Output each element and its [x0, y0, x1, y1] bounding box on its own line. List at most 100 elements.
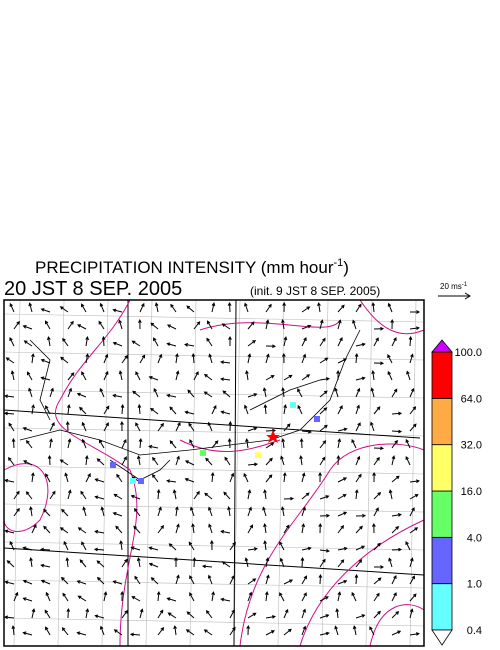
wind-vector	[99, 302, 105, 313]
wind-vector	[205, 457, 213, 466]
wind-vector	[59, 527, 69, 534]
wind-vector	[169, 406, 177, 415]
wind-vector	[131, 340, 141, 347]
wind-vector	[157, 609, 164, 619]
wind-vector	[352, 319, 357, 330]
wind-vector	[22, 631, 33, 636]
wind-vector	[96, 560, 105, 568]
wind-vector	[98, 439, 105, 449]
wind-vector	[40, 579, 51, 585]
wind-vector	[121, 558, 128, 568]
wind-vector	[409, 608, 414, 619]
wind-vector	[355, 559, 363, 568]
wind-vector	[130, 494, 141, 500]
wind-vector	[319, 440, 327, 449]
wind-vector	[409, 423, 417, 432]
wind-vector	[337, 405, 343, 415]
wind-vector	[60, 356, 69, 364]
wind-vector	[81, 438, 87, 449]
contour	[54, 299, 138, 647]
wind-vector	[187, 389, 195, 398]
coastline	[19, 329, 361, 481]
wind-vector	[371, 370, 375, 381]
wind-vector	[150, 577, 159, 585]
wind-vector	[279, 557, 285, 568]
wind-vector	[246, 624, 251, 636]
wind-vector	[76, 392, 87, 398]
wind-vector	[247, 427, 258, 432]
wind-vector	[112, 341, 123, 347]
wind-vector	[76, 580, 87, 585]
wind-vector	[65, 420, 70, 432]
wind-vector	[387, 354, 393, 364]
wind-vector	[280, 455, 285, 466]
wind-vector	[156, 590, 161, 602]
wind-vector	[283, 628, 292, 636]
wind-vector	[44, 320, 51, 330]
wind-vector	[373, 592, 380, 602]
wind-vector	[115, 525, 123, 534]
wind-vector	[192, 556, 197, 568]
wind-vector	[355, 387, 361, 398]
wind-vector	[247, 462, 259, 467]
wind-vector	[6, 560, 15, 568]
wind-vector	[355, 525, 363, 534]
wind-vector	[263, 403, 268, 415]
wind-vector	[283, 423, 291, 432]
wind-vector	[373, 542, 381, 551]
wind-vector	[391, 439, 398, 449]
wind-vector	[354, 489, 359, 500]
wind-vector	[391, 388, 398, 398]
colorbar-label: 4.0	[467, 532, 482, 544]
wind-vector	[337, 559, 345, 568]
wind-vector	[62, 337, 69, 347]
wind-vector	[220, 597, 231, 602]
wind-vector	[11, 437, 16, 449]
wind-vector	[279, 592, 285, 602]
wind-vector	[337, 304, 345, 313]
colorbar-segment	[431, 444, 453, 492]
wind-vector	[265, 303, 272, 313]
wind-vector	[166, 479, 177, 483]
wind-vector	[371, 522, 376, 534]
wind-vector	[247, 321, 255, 330]
wind-vector	[301, 306, 311, 313]
wind-vector	[133, 507, 141, 517]
init-time: (init. 9 JST 8 SEP. 2005)	[250, 284, 380, 298]
wind-vector	[13, 591, 19, 602]
wind-vector	[373, 577, 382, 585]
wind-vector	[9, 302, 15, 313]
precip-cell	[110, 462, 116, 468]
contour	[359, 299, 425, 335]
wind-vector	[229, 472, 235, 483]
wind-vector	[409, 632, 420, 636]
lat-line	[3, 351, 425, 361]
precip-cell	[255, 452, 261, 458]
wind-vector	[189, 592, 195, 602]
wind-vector	[372, 471, 376, 483]
wind-vector	[157, 524, 165, 534]
wind-vector	[301, 353, 307, 364]
wind-vector	[120, 403, 125, 415]
wind-vector	[335, 608, 340, 619]
wind-vector	[211, 591, 215, 602]
wind-vector	[319, 424, 328, 432]
lat-line	[3, 617, 425, 627]
contour	[299, 519, 425, 647]
wind-vector	[211, 404, 217, 415]
wind-vector	[157, 353, 163, 364]
wind-vector	[297, 388, 303, 398]
wind-vector	[157, 422, 164, 432]
wind-vector	[96, 458, 105, 466]
wind-vector	[96, 576, 105, 585]
wind-vector	[172, 489, 177, 500]
wind-vector	[186, 611, 195, 619]
wind-vector	[297, 404, 303, 415]
wind-vector	[355, 342, 366, 347]
wind-vector	[184, 478, 195, 483]
wind-vector	[169, 440, 177, 449]
wind-vector	[67, 372, 75, 381]
wind-vector	[301, 608, 306, 619]
wind-vector	[80, 303, 87, 313]
